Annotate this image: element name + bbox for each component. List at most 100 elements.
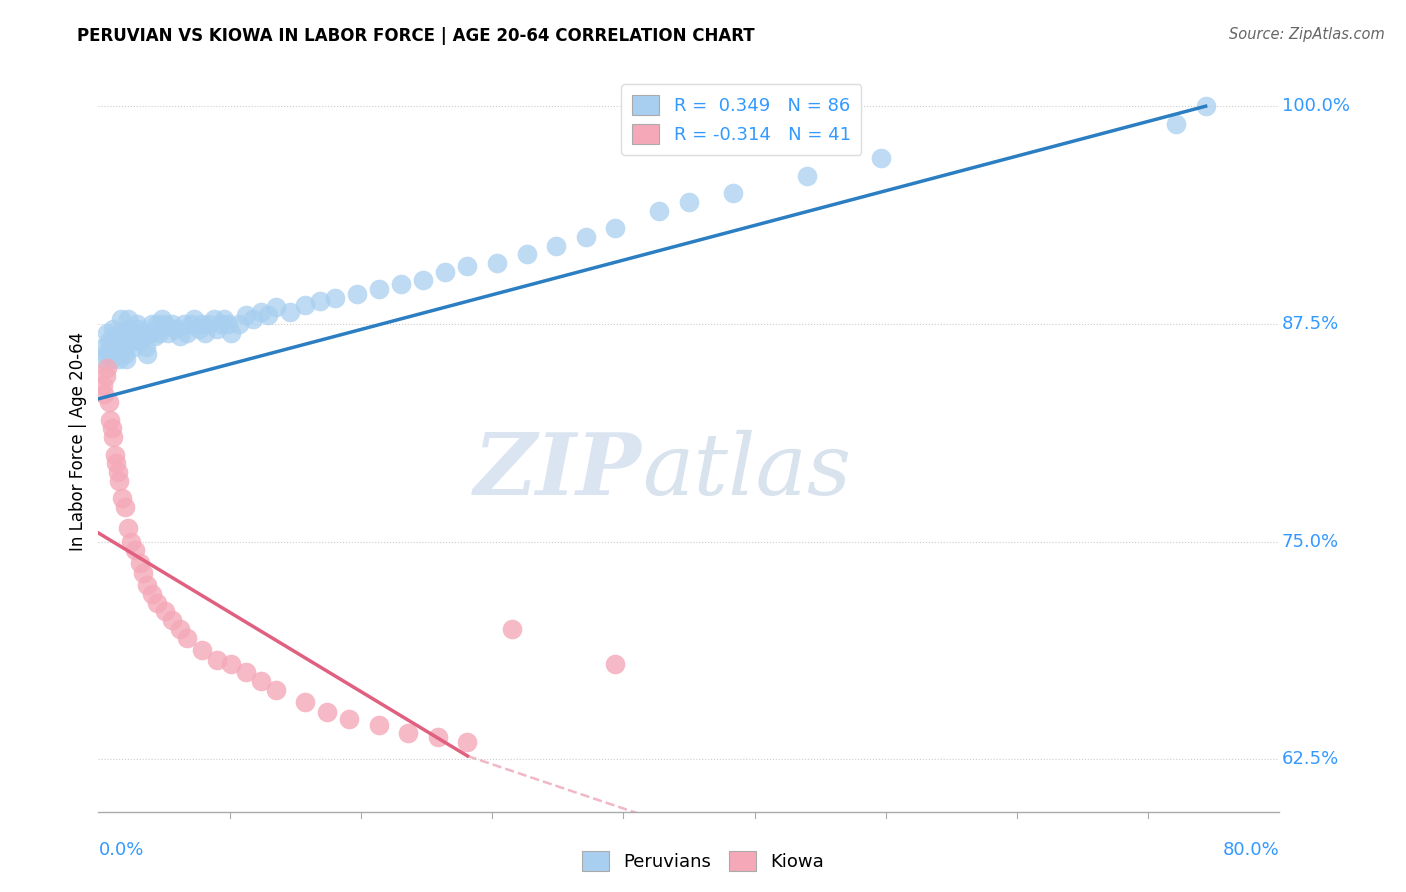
- Point: [198, 317, 221, 331]
- Point: [212, 311, 235, 326]
- Point: [162, 317, 183, 331]
- Point: [107, 465, 129, 479]
- Point: [346, 287, 368, 301]
- Point: [107, 346, 129, 360]
- Point: [457, 735, 479, 749]
- Point: [250, 305, 273, 319]
- Point: [202, 311, 225, 326]
- Point: [501, 622, 523, 636]
- Point: [135, 340, 157, 354]
- Point: [173, 317, 195, 331]
- Point: [121, 334, 143, 349]
- Point: [264, 300, 287, 314]
- Point: [120, 534, 142, 549]
- Point: [180, 317, 202, 331]
- Point: [194, 326, 217, 340]
- Point: [93, 340, 115, 354]
- Y-axis label: In Labor Force | Age 20-64: In Labor Force | Age 20-64: [69, 332, 87, 551]
- Point: [103, 322, 125, 336]
- Point: [648, 203, 671, 218]
- Point: [98, 343, 121, 357]
- Point: [111, 491, 134, 505]
- Point: [264, 682, 287, 697]
- Point: [105, 343, 128, 357]
- Point: [457, 260, 479, 274]
- Point: [389, 277, 412, 291]
- Point: [117, 311, 139, 326]
- Point: [110, 326, 132, 340]
- Point: [150, 311, 173, 326]
- Point: [139, 326, 162, 340]
- Point: [398, 726, 420, 740]
- Point: [294, 695, 316, 709]
- Point: [136, 346, 159, 360]
- Point: [221, 326, 243, 340]
- Point: [128, 334, 150, 349]
- Point: [93, 386, 115, 401]
- Point: [153, 604, 176, 618]
- Text: 80.0%: 80.0%: [1223, 841, 1279, 859]
- Point: [546, 238, 568, 252]
- Text: Source: ZipAtlas.com: Source: ZipAtlas.com: [1229, 27, 1385, 42]
- Point: [427, 730, 450, 744]
- Point: [191, 642, 214, 657]
- Point: [187, 322, 209, 336]
- Point: [108, 351, 131, 366]
- Point: [96, 326, 118, 340]
- Point: [94, 369, 117, 384]
- Point: [108, 474, 131, 488]
- Point: [280, 305, 302, 319]
- Point: [205, 653, 228, 667]
- Point: [1195, 99, 1218, 113]
- Point: [162, 613, 183, 627]
- Point: [678, 194, 700, 209]
- Point: [117, 521, 139, 535]
- Point: [125, 317, 148, 331]
- Point: [112, 340, 135, 354]
- Point: [146, 317, 169, 331]
- Point: [103, 334, 125, 349]
- Point: [153, 317, 176, 331]
- Point: [176, 631, 198, 645]
- Point: [146, 596, 169, 610]
- Point: [105, 456, 128, 470]
- Text: ZIP: ZIP: [474, 429, 641, 513]
- Point: [165, 322, 187, 336]
- Point: [132, 566, 155, 580]
- Point: [124, 326, 146, 340]
- Point: [257, 308, 280, 322]
- Point: [91, 378, 114, 392]
- Point: [191, 317, 214, 331]
- Point: [486, 256, 509, 270]
- Point: [127, 322, 149, 336]
- Point: [148, 326, 170, 340]
- Point: [117, 322, 139, 336]
- Point: [368, 282, 391, 296]
- Point: [723, 186, 745, 201]
- Point: [368, 717, 391, 731]
- Point: [169, 329, 191, 343]
- Point: [103, 430, 125, 444]
- Point: [316, 706, 339, 720]
- Point: [136, 578, 159, 592]
- Point: [110, 311, 132, 326]
- Point: [235, 308, 257, 322]
- Point: [434, 265, 457, 279]
- Point: [176, 326, 198, 340]
- Point: [91, 351, 114, 366]
- Point: [870, 152, 893, 166]
- Point: [122, 340, 145, 354]
- Point: [309, 294, 332, 309]
- Legend: Peruvians, Kiowa: Peruvians, Kiowa: [575, 844, 831, 879]
- Point: [141, 587, 163, 601]
- Point: [104, 448, 127, 462]
- Point: [169, 622, 191, 636]
- Point: [205, 322, 228, 336]
- Point: [605, 657, 627, 671]
- Point: [94, 346, 117, 360]
- Point: [1166, 117, 1188, 131]
- Point: [339, 712, 361, 726]
- Point: [250, 674, 273, 689]
- Point: [114, 500, 136, 514]
- Point: [516, 247, 538, 261]
